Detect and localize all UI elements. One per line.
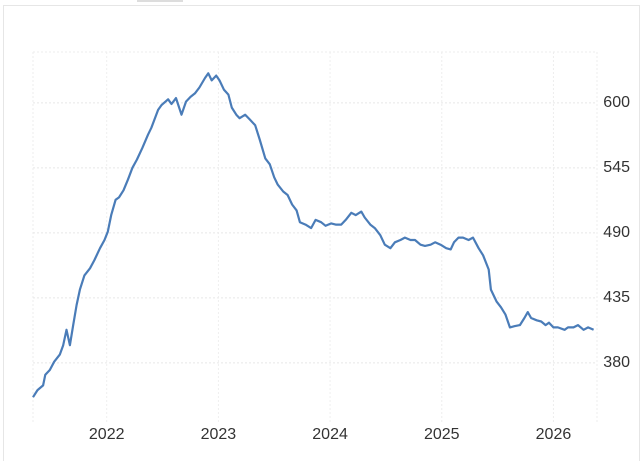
y-tick-label: 545 [603,159,630,176]
x-tick-label: 2022 [89,426,125,443]
x-tick-label: 2025 [424,426,460,443]
x-tick-label: 2023 [201,426,237,443]
grid [32,51,598,422]
line-series [32,72,595,398]
y-tick-label: 435 [603,289,630,306]
x-tick-label: 2026 [536,426,572,443]
y-tick-label: 600 [603,94,630,111]
x-tick-label: 2024 [312,426,348,443]
y-tick-label: 380 [603,354,630,371]
tab-indicator [137,0,183,2]
plot [32,72,595,398]
y-tick-label: 490 [603,224,630,241]
